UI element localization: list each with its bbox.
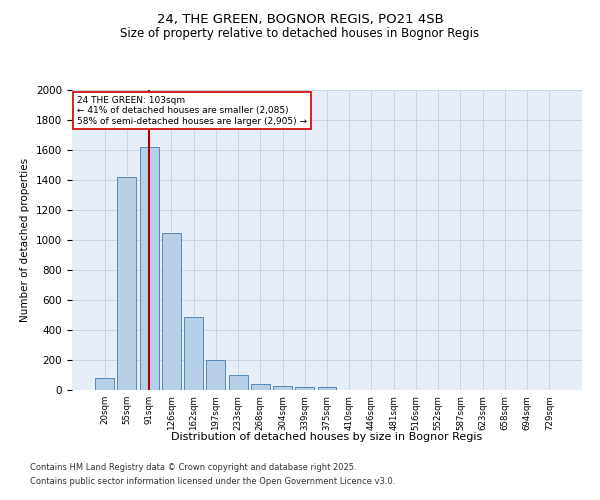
Bar (118, 177, 136, 390)
Bar (95, 378, 114, 390)
Bar (317, 387, 337, 390)
Bar (229, 375, 248, 390)
Text: Distribution of detached houses by size in Bognor Regis: Distribution of detached houses by size … (172, 432, 482, 442)
Bar (162, 232, 181, 390)
Text: Contains HM Land Registry data © Crown copyright and database right 2025.: Contains HM Land Registry data © Crown c… (30, 464, 356, 472)
Text: Size of property relative to detached houses in Bognor Regis: Size of property relative to detached ho… (121, 28, 479, 40)
Text: 24 THE GREEN: 103sqm
← 41% of detached houses are smaller (2,085)
58% of semi-de: 24 THE GREEN: 103sqm ← 41% of detached h… (77, 96, 307, 126)
Bar (206, 360, 225, 390)
Bar (184, 316, 203, 390)
Text: Contains public sector information licensed under the Open Government Licence v3: Contains public sector information licen… (30, 477, 395, 486)
Bar (273, 386, 292, 390)
Bar (295, 387, 314, 390)
Bar (251, 384, 270, 390)
Y-axis label: Number of detached properties: Number of detached properties (20, 158, 31, 322)
Text: 24, THE GREEN, BOGNOR REGIS, PO21 4SB: 24, THE GREEN, BOGNOR REGIS, PO21 4SB (157, 12, 443, 26)
Bar (140, 147, 158, 390)
